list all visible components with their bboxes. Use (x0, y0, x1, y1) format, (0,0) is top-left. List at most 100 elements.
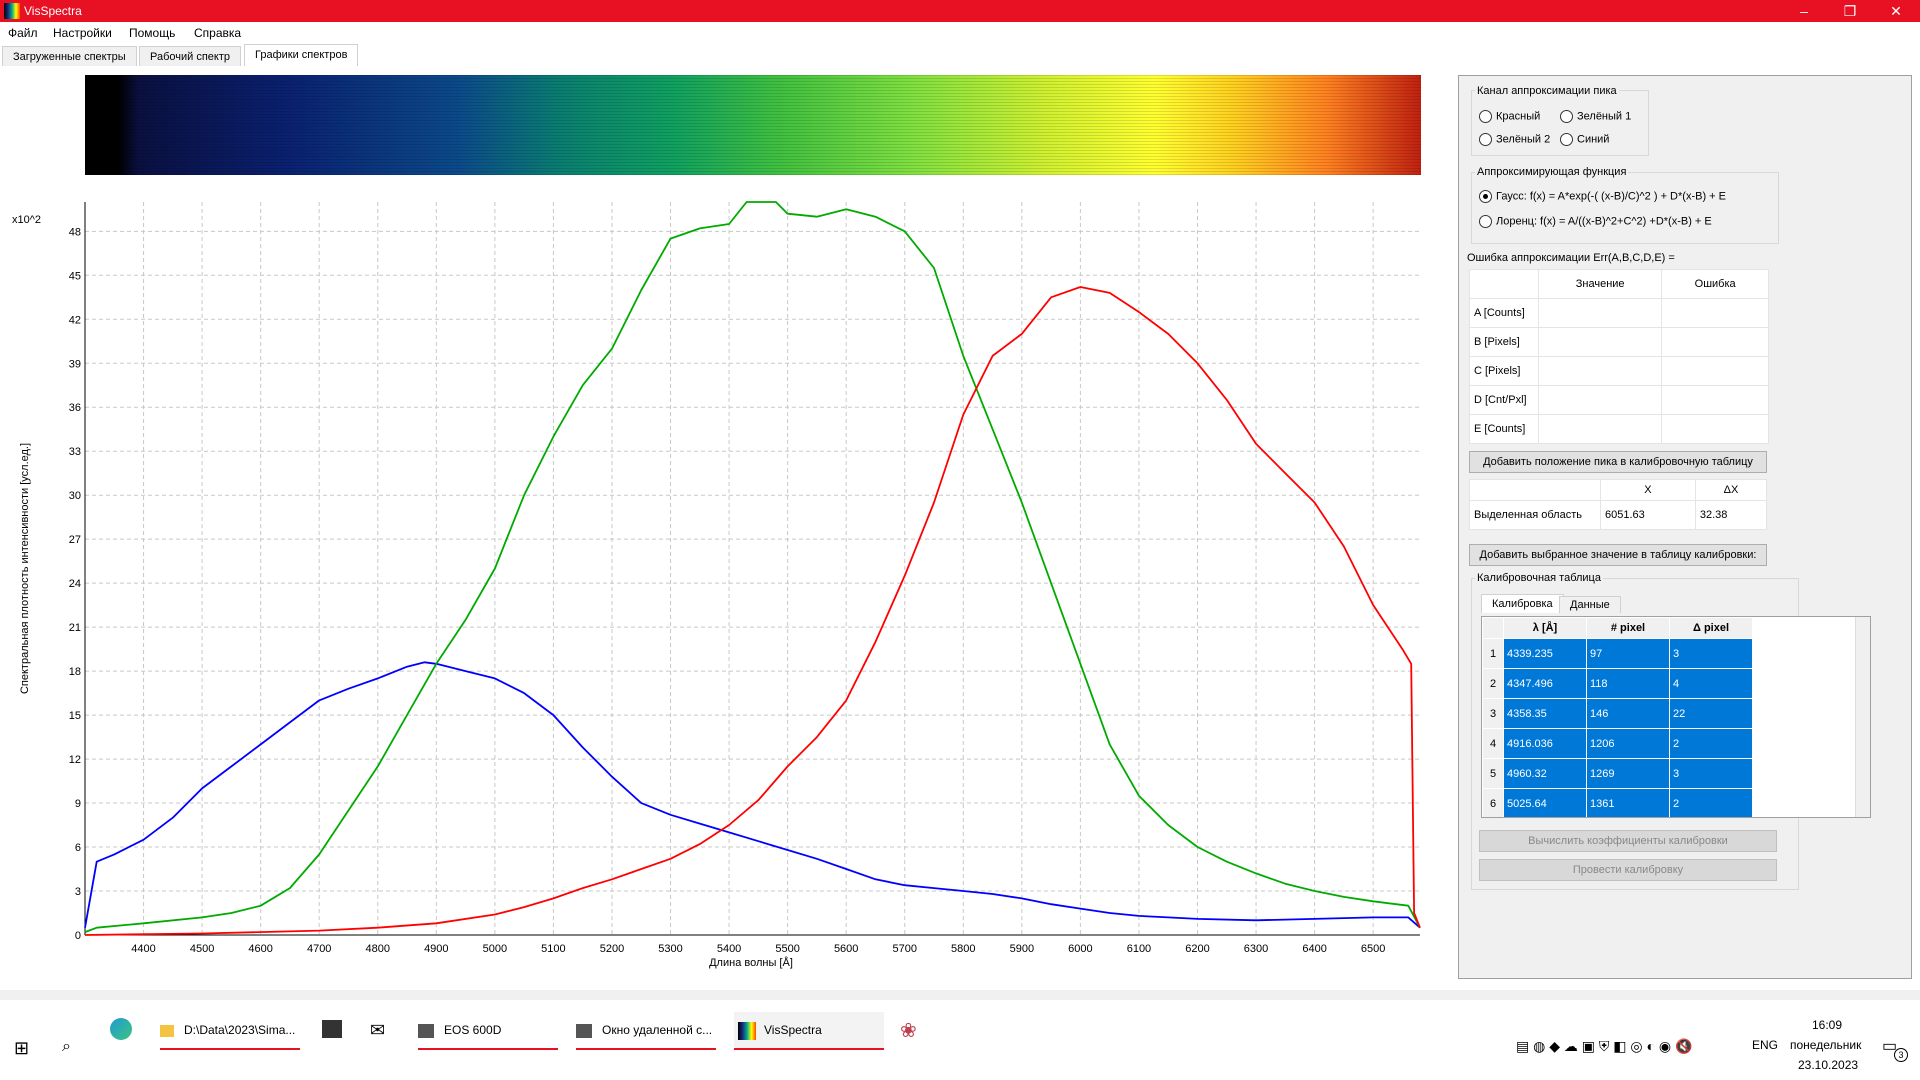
x-tick-label: 5400 (717, 943, 741, 955)
minimize-button[interactable]: – (1800, 3, 1808, 19)
fit-value-cell[interactable] (1537, 385, 1663, 415)
tab-data[interactable]: Данные (1559, 596, 1621, 613)
add-peak-button[interactable]: Добавить положение пика в калибровочную … (1469, 451, 1767, 473)
fit-row-label: A [Counts] (1469, 298, 1539, 328)
fit-header-corner (1469, 269, 1539, 299)
radio-red-dot[interactable] (1479, 110, 1492, 123)
cal-cell[interactable]: 4960.32 (1503, 758, 1587, 789)
cal-row-number: 1 (1482, 638, 1504, 669)
cal-cell[interactable]: 2 (1669, 728, 1753, 759)
cal-cell[interactable]: 4339.235 (1503, 638, 1587, 669)
menu-help[interactable]: Помощь (129, 26, 176, 40)
radio-lorentz-label: Лоренц: f(x) = A/((x-B)^2+C^2) +D*(x-B) … (1496, 215, 1712, 228)
y-tick-label: 39 (69, 358, 81, 370)
spectrum-plot[interactable]: 4400 4500 4600 4700 4800 4900 5000 5100 5200 5300… (0, 190, 1440, 990)
cal-cell[interactable]: 3 (1669, 638, 1753, 669)
store-icon[interactable] (322, 1020, 342, 1038)
close-button[interactable]: ✕ (1890, 3, 1902, 19)
calibration-table[interactable]: λ [Å] # pixel Δ pixel 1 4339.235 97 3 2 4347.… (1481, 616, 1871, 818)
compute-coeffs-button[interactable]: Вычислить коэффициенты калибровки (1479, 830, 1777, 852)
fit-value-cell[interactable] (1537, 298, 1663, 328)
x-tick-label: 5600 (834, 943, 858, 955)
fit-error-cell[interactable] (1661, 356, 1769, 386)
radio-gauss[interactable]: Гаусс: f(x) = A*exp(-( (x-B)/C)^2 ) + D*… (1479, 190, 1726, 203)
maximize-button[interactable]: ❐ (1843, 3, 1857, 19)
tab-spectrum-plots[interactable]: Графики спектров (244, 44, 359, 67)
cal-cell[interactable]: 118 (1586, 668, 1670, 699)
cal-cell[interactable]: 1361 (1586, 788, 1670, 817)
radio-green2[interactable]: Зелёный 2 (1479, 133, 1550, 146)
cal-cell[interactable]: 4 (1669, 668, 1753, 699)
cal-cell[interactable]: 3 (1669, 758, 1753, 789)
spectrum-image (85, 75, 1421, 175)
menu-settings[interactable]: Настройки (53, 26, 112, 40)
radio-red-label: Красный (1496, 110, 1541, 123)
tab-loaded-spectra[interactable]: Загруженные спектры (2, 46, 137, 67)
add-value-button[interactable]: Добавить выбранное значение в таблицу ка… (1469, 544, 1767, 566)
tray-icons[interactable]: ▤ ◍ ◆ ☁ ▣ ⛨ ◧ ◎ ◐ ◉ 🔇 (1516, 1038, 1693, 1054)
taskbar-app-explorer[interactable]: D:\Data\2023\Sima... (160, 1012, 300, 1050)
cal-cell[interactable]: 1206 (1586, 728, 1670, 759)
function-group (1471, 172, 1779, 244)
tab-calibration[interactable]: Калибровка (1481, 594, 1564, 613)
taskbar-app-remote[interactable]: Окно удаленной с... (576, 1012, 716, 1050)
fit-error-cell[interactable] (1661, 385, 1769, 415)
cal-row-number: 3 (1482, 698, 1504, 729)
cal-cell[interactable]: 1269 (1586, 758, 1670, 789)
cal-cell[interactable]: 4358.35 (1503, 698, 1587, 729)
fit-value-cell[interactable] (1537, 356, 1663, 386)
cal-cell[interactable]: 22 (1669, 698, 1753, 729)
sel-dx-value: 32.38 (1694, 500, 1768, 530)
menu-reference[interactable]: Справка (194, 26, 242, 40)
taskbar-active-underline (418, 1048, 558, 1050)
taskbar-app-visspectra[interactable]: VisSpectra (734, 1012, 884, 1050)
radio-green1[interactable]: Зелёный 1 (1560, 110, 1631, 123)
radio-lorentz-dot[interactable] (1479, 215, 1492, 228)
cal-cell[interactable]: 4347.496 (1503, 668, 1587, 699)
taskbar-active-underline (734, 1048, 884, 1050)
fit-error-cell[interactable] (1661, 414, 1769, 444)
tab-working-spectrum[interactable]: Рабочий спектр (139, 46, 242, 67)
radio-gauss-dot[interactable] (1479, 190, 1492, 203)
fit-row-label: C [Pixels] (1469, 356, 1539, 386)
fit-row-d: D [Cnt/Pxl] (1469, 385, 1769, 415)
clock-day[interactable]: понедельник (1790, 1038, 1862, 1052)
fit-value-cell[interactable] (1537, 414, 1663, 444)
menu-file[interactable]: Файл (8, 26, 38, 40)
fit-header-value: Значение (1537, 269, 1663, 299)
radio-green2-dot[interactable] (1479, 133, 1492, 146)
pinned-app-icon[interactable]: ❀ (900, 1020, 917, 1042)
fit-error-cell[interactable] (1661, 327, 1769, 357)
radio-green1-dot[interactable] (1560, 110, 1573, 123)
edge-icon[interactable] (110, 1018, 132, 1040)
clock-time[interactable]: 16:09 (1812, 1018, 1843, 1032)
radio-blue[interactable]: Синий (1560, 133, 1609, 146)
visspectra-icon (738, 1021, 756, 1040)
fit-value-cell[interactable] (1537, 327, 1663, 357)
y-tick-label: 6 (75, 842, 81, 854)
radio-blue-dot[interactable] (1560, 133, 1573, 146)
cal-cell[interactable]: 146 (1586, 698, 1670, 729)
fit-error-cell[interactable] (1661, 298, 1769, 328)
calibration-scrollbar[interactable] (1855, 617, 1870, 817)
fit-row-b: B [Pixels] (1469, 327, 1769, 357)
cal-cell[interactable]: 4916.036 (1503, 728, 1587, 759)
cal-row-number: 4 (1482, 728, 1504, 759)
calibrate-button[interactable]: Провести калибровку (1479, 859, 1777, 881)
start-icon[interactable]: ⊞ (14, 1038, 30, 1058)
mail-icon[interactable]: ✉ (370, 1020, 386, 1040)
cal-cell[interactable]: 5025.64 (1503, 788, 1587, 817)
plot-ticks: 4400 4500 4600 4700 4800 4900 5000 5100 5200 5300… (69, 226, 1386, 955)
notification-icon[interactable]: ▭ (1882, 1038, 1898, 1055)
taskbar-app-eos[interactable]: EOS 600D (418, 1012, 558, 1050)
x-tick-label: 4600 (248, 943, 272, 955)
sel-header-x: X (1600, 479, 1696, 501)
language-indicator[interactable]: ENG (1752, 1038, 1779, 1052)
taskbar-app-label: Окно удаленной с... (602, 1023, 713, 1037)
clock-date[interactable]: 23.10.2023 (1798, 1058, 1859, 1072)
radio-lorentz[interactable]: Лоренц: f(x) = A/((x-B)^2+C^2) +D*(x-B) … (1479, 215, 1712, 228)
cal-cell[interactable]: 97 (1586, 638, 1670, 669)
search-icon[interactable]: ⌕ (62, 1038, 71, 1055)
cal-cell[interactable]: 2 (1669, 788, 1753, 817)
radio-red[interactable]: Красный (1479, 110, 1540, 123)
